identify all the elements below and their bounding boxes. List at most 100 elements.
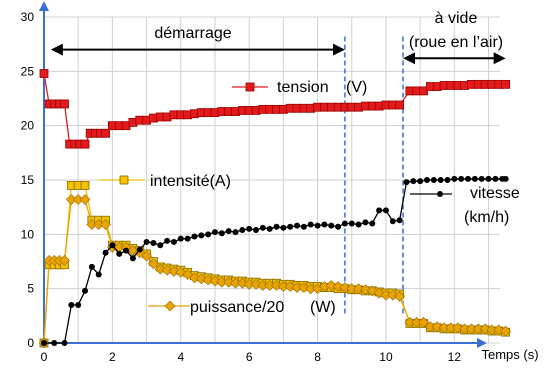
- data-point-vitessekmh: [68, 301, 75, 308]
- data-point-puissancew: [161, 264, 173, 276]
- data-point-tensionv: [501, 79, 511, 89]
- data-point-vitessekmh: [437, 191, 443, 197]
- data-point-vitessekmh: [246, 225, 253, 232]
- data-point-puissancew: [418, 316, 429, 328]
- chart-labels: démarrage à vide (roue en l’air) Temps (…: [100, 10, 539, 362]
- data-point-vitessekmh: [170, 238, 177, 245]
- data-point-puissancew: [202, 274, 214, 286]
- annotation-a-vide-line1: à vide: [435, 10, 478, 27]
- data-point-vitessekmh: [232, 229, 239, 236]
- y-tick-label: 10: [21, 227, 35, 241]
- data-point-vitessekmh: [95, 271, 102, 278]
- data-point-vitessekmh: [410, 178, 417, 185]
- series-line: [43, 198, 506, 344]
- data-point-tensionv: [395, 100, 405, 110]
- data-point-puissancew: [154, 263, 166, 275]
- data-point-vitessekmh: [321, 221, 328, 228]
- data-point-tensionv: [60, 99, 69, 109]
- annotation-demarrage: démarrage: [154, 25, 231, 42]
- data-point-vitessekmh: [389, 218, 396, 225]
- y-tick-label: 20: [21, 119, 35, 133]
- data-point-vitessekmh: [129, 255, 136, 262]
- y-tick-label: 25: [21, 64, 35, 78]
- data-point-vitessekmh: [502, 175, 509, 182]
- data-point-vitessekmh: [150, 240, 157, 247]
- data-point-puissancew: [195, 273, 207, 285]
- data-point-vitessekmh: [88, 263, 95, 270]
- x-tick-label: 8: [314, 350, 321, 364]
- series-puissancew: [38, 194, 512, 349]
- data-point-vitessekmh: [123, 247, 130, 254]
- legend-label: tension: [277, 79, 329, 96]
- data-point-vitessekmh: [205, 231, 212, 238]
- data-point-puissancew: [339, 282, 351, 294]
- series-line: [44, 178, 506, 344]
- data-point-puissancew: [59, 254, 70, 266]
- data-point-vitessekmh: [423, 177, 430, 183]
- data-point-puissancew: [148, 258, 159, 270]
- data-point-puissancew: [100, 219, 111, 230]
- legend-label: intensité(A): [150, 173, 231, 190]
- data-point-vitessekmh: [218, 230, 225, 237]
- data-point-vitessekmh: [294, 222, 301, 229]
- legend-vitessekmh: vitesse (km/h): [410, 185, 520, 226]
- data-point-vitessekmh: [335, 223, 342, 230]
- x-tick-label: 2: [109, 350, 116, 364]
- y-tick-label: 15: [21, 173, 35, 187]
- data-point-puissancew: [479, 323, 491, 335]
- data-point-vitessekmh: [280, 224, 287, 231]
- data-point-vitessekmh: [211, 229, 218, 236]
- data-point-vitessekmh: [61, 340, 68, 346]
- data-point-puissancew: [387, 289, 399, 301]
- legend-intensita: intensité(A): [100, 173, 231, 190]
- x-tick-label: 6: [246, 350, 253, 364]
- data-point-vitessekmh: [307, 221, 314, 228]
- legend-unit: (km/h): [464, 209, 509, 226]
- data-point-puissancew: [366, 285, 378, 297]
- data-point-vitessekmh: [51, 340, 58, 346]
- data-point-vitessekmh: [102, 249, 109, 256]
- data-point-puissancew: [431, 321, 443, 333]
- x-axis-label: Temps (s): [481, 347, 538, 362]
- data-point-vitessekmh: [328, 222, 335, 229]
- data-point-puissancew: [332, 281, 344, 292]
- x-tick-label: 0: [41, 350, 48, 364]
- x-tick-label: 12: [448, 350, 462, 364]
- data-point-intensita: [119, 175, 129, 185]
- y-tick-label: 30: [21, 10, 35, 24]
- data-point-vitessekmh: [314, 222, 321, 229]
- data-point-puissancew: [164, 300, 176, 312]
- axes: 0 5 10 15 20 25 30 0 2 4 6 8 10 12: [21, 1, 487, 364]
- data-point-vitessekmh: [396, 217, 403, 224]
- data-point-vitessekmh: [225, 228, 232, 235]
- x-tick-label: 4: [177, 350, 184, 364]
- data-point-vitessekmh: [341, 220, 348, 227]
- data-point-puissancew: [209, 275, 221, 287]
- y-tick-label: 5: [27, 282, 34, 296]
- data-point-vitessekmh: [239, 226, 246, 233]
- series-tensionv: [39, 69, 511, 149]
- data-point-vitessekmh: [458, 175, 465, 182]
- data-point-vitessekmh: [157, 242, 164, 249]
- data-point-vitessekmh: [492, 175, 499, 182]
- data-point-puissancew: [284, 281, 296, 292]
- data-point-vitessekmh: [348, 220, 355, 227]
- series-vitessekmh: [41, 175, 509, 346]
- data-point-vitessekmh: [198, 232, 205, 239]
- data-point-intensita: [80, 181, 90, 190]
- data-point-puissancew: [223, 276, 235, 288]
- data-point-tensionv: [245, 82, 255, 92]
- data-point-puissancew: [141, 250, 153, 262]
- data-point-puissancew: [452, 322, 464, 334]
- legend-unit: (V): [346, 79, 367, 96]
- data-point-vitessekmh: [465, 175, 472, 182]
- data-point-vitessekmh: [444, 177, 451, 183]
- data-point-tensionv: [80, 139, 90, 149]
- data-point-vitessekmh: [471, 175, 478, 182]
- data-point-puissancew: [298, 282, 310, 294]
- data-point-puissancew: [79, 194, 91, 205]
- data-point-vitessekmh: [109, 242, 116, 249]
- data-point-vitessekmh: [300, 223, 307, 230]
- data-point-puissancew: [325, 279, 337, 291]
- data-point-vitessekmh: [355, 221, 362, 228]
